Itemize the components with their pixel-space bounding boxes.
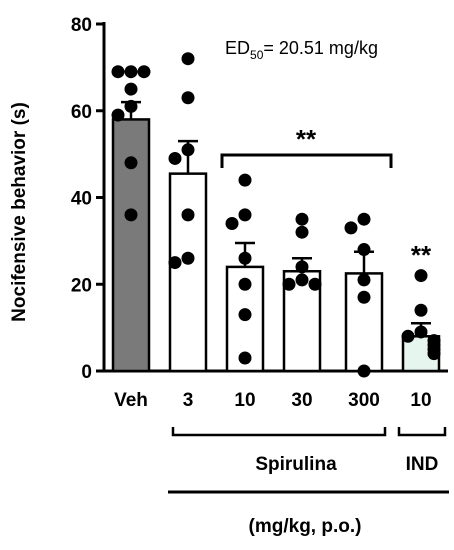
y-axis-label: Nocifensive behavior (s) (9, 102, 30, 322)
data-point (124, 156, 138, 170)
data-point (124, 208, 138, 222)
y-tick-label: 0 (81, 362, 92, 383)
bracket-significance: ** (296, 124, 317, 154)
ed50-suffix: = 20.51 mg/kg (263, 38, 378, 58)
spirulina-group-bracket (171, 427, 387, 437)
data-point (344, 221, 358, 235)
data-point (111, 108, 125, 122)
error-bars (121, 100, 431, 337)
data-point (357, 212, 371, 226)
y-tick-label: 20 (71, 275, 92, 296)
data-point (181, 52, 195, 66)
y-ticks: 0 20 40 60 80 (71, 15, 104, 383)
data-point (357, 243, 371, 257)
x-category-label: 10 (410, 390, 431, 411)
y-tick-label: 60 (71, 102, 92, 123)
data-point (124, 65, 138, 79)
data-point (295, 273, 309, 287)
data-point (308, 277, 322, 291)
data-point (295, 212, 309, 226)
bar (168, 172, 208, 373)
y-tick-label: 80 (71, 15, 92, 36)
data-point (414, 303, 428, 317)
x-category-label: Veh (114, 390, 148, 411)
data-point (238, 351, 252, 365)
data-points (111, 52, 441, 378)
data-point (181, 208, 195, 222)
x-category-label: 30 (291, 390, 312, 411)
data-point (225, 217, 239, 231)
ed50-prefix: ED (225, 38, 250, 58)
data-point (238, 173, 252, 187)
data-point (414, 269, 428, 283)
data-point (357, 290, 371, 304)
data-point (238, 208, 252, 222)
data-point (414, 325, 428, 339)
data-point (427, 347, 441, 361)
ind-significance: ** (411, 240, 432, 270)
x-category-labels: Veh 3 10 30 300 10 (114, 390, 431, 411)
data-point (181, 143, 195, 157)
data-point (124, 82, 138, 96)
data-point (295, 225, 309, 239)
data-point (111, 65, 125, 79)
data-point (137, 65, 151, 79)
data-point (357, 273, 371, 287)
ind-group-bracket (397, 427, 447, 437)
significance-bracket (220, 153, 393, 168)
data-point (168, 151, 182, 165)
x-category-label: 3 (183, 390, 194, 411)
ed50-annotation: ED50= 20.51 mg/kg (225, 38, 378, 62)
data-point (181, 251, 195, 265)
ed50-subscript: 50 (250, 48, 264, 62)
data-point (238, 251, 252, 265)
data-point (357, 364, 371, 378)
y-tick-label: 40 (71, 189, 92, 210)
data-point (401, 329, 415, 343)
axes (102, 22, 448, 373)
x-category-label: 10 (234, 390, 255, 411)
data-point (124, 99, 138, 113)
data-point (295, 260, 309, 274)
data-point (181, 91, 195, 105)
data-point (238, 277, 252, 291)
x-category-label: 300 (348, 390, 380, 411)
data-point (282, 277, 296, 291)
ind-group-label: IND (406, 454, 439, 475)
spirulina-group-label: Spirulina (255, 454, 337, 475)
unit-label: (mg/kg, p.o.) (249, 516, 362, 537)
bar (344, 272, 384, 373)
data-point (168, 256, 182, 270)
data-point (238, 308, 252, 322)
